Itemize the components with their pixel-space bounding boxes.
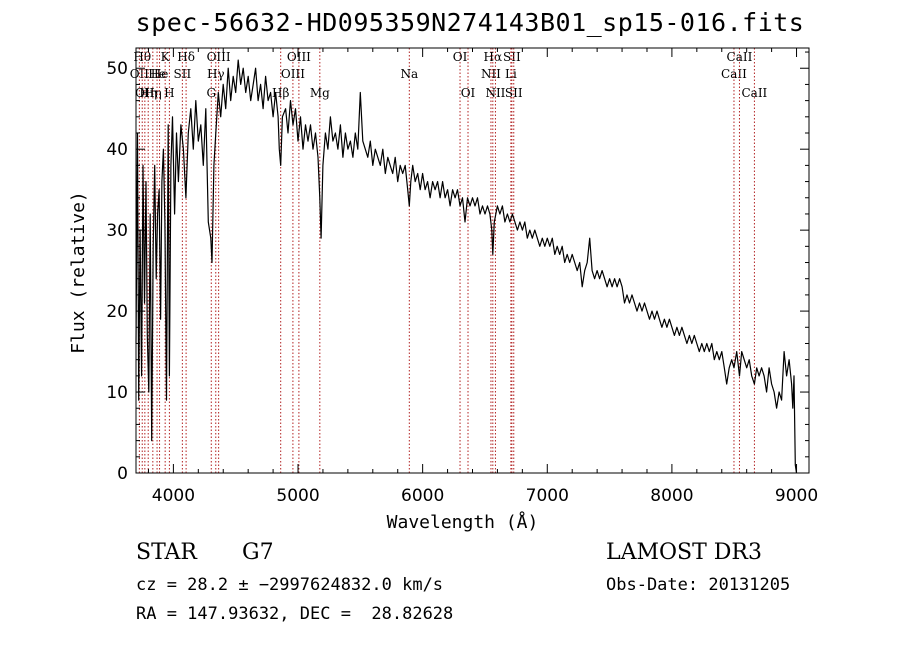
y-tick-label-0: 0 [117, 464, 128, 484]
chart-title: spec-56632-HD095359N274143B01_sp15-016.f… [135, 8, 805, 37]
line-label-21: NII [481, 67, 501, 81]
survey-name: LAMOST DR3 [606, 540, 762, 565]
line-label-22: Hα [484, 50, 503, 64]
spectrum-chart: OIIHθOIIHηHηHeHeKHSIIHδGHγOIIIHβOIIIOIII… [68, 47, 818, 533]
y-tick-label-4: 40 [106, 140, 128, 160]
line-label-24: Li [505, 67, 517, 81]
object-subclass: G7 [242, 540, 274, 565]
line-label-25: SII [503, 50, 521, 64]
line-label-7: K [161, 50, 171, 64]
line-label-10: Hδ [177, 50, 195, 64]
spectrum-line-0 [135, 59, 798, 474]
line-label-28: CaII [727, 50, 753, 64]
object-class: STAR [136, 540, 197, 565]
x-tick-label-0: 4000 [152, 486, 195, 506]
line-label-2: OII [135, 86, 155, 100]
redshift-line: cz = 28.2 ± −2997624832.0 km/s [136, 575, 444, 595]
spectrum-series [135, 59, 798, 474]
line-label-12: Hγ [207, 67, 225, 81]
observation-date: Obs-Date: 20131205 [606, 575, 791, 595]
y-tick-label-2: 20 [106, 302, 128, 322]
y-tick-label-5: 50 [106, 59, 128, 79]
line-label-27: CaII [721, 67, 747, 81]
line-label-5: He [148, 67, 166, 81]
x-axis-label: Wavelength (Å) [387, 511, 539, 533]
line-label-15: OIII [281, 67, 305, 81]
line-label-9: SII [174, 67, 192, 81]
line-label-6: He [151, 67, 169, 81]
line-label-3: Hη [139, 86, 157, 100]
line-label-19: OI [453, 50, 468, 64]
line-label-18: Na [400, 67, 418, 81]
y-tick-label-3: 30 [106, 221, 128, 241]
axes [135, 47, 810, 474]
x-tick-label-5: 9000 [775, 486, 818, 506]
axis-labels: 4000 5000 6000 7000 8000 9000 0 10 20 30 40 50 Wavel… [68, 59, 818, 533]
x-tick-label-2: 6000 [401, 486, 444, 506]
plot-frame [135, 47, 810, 474]
y-axis-label: Flux (relative) [68, 191, 89, 354]
line-label-0: OII [130, 67, 150, 81]
line-label-20: OI [461, 86, 476, 100]
emission-line-markers: OIIHθOIIHηHηHeHeKHSIIHδGHγOIIIHβOIIIOIII… [130, 48, 768, 473]
x-tick-label-4: 8000 [650, 486, 693, 506]
line-label-4: Hη [144, 86, 162, 100]
line-label-13: OIII [207, 50, 231, 64]
line-label-8: H [164, 86, 174, 100]
line-label-1: Hθ [133, 50, 151, 64]
line-label-17: Mg [310, 86, 330, 100]
line-label-23: NII [485, 86, 505, 100]
line-label-29: CaII [741, 86, 767, 100]
line-label-26: SII [505, 86, 523, 100]
coordinates-line: RA = 147.93632, DEC = 28.82628 [136, 604, 454, 624]
x-tick-label-3: 7000 [526, 486, 569, 506]
line-label-11: G [206, 86, 216, 100]
line-label-16: OIII [287, 50, 311, 64]
x-tick-label-1: 5000 [276, 486, 319, 506]
y-tick-label-1: 10 [106, 383, 128, 403]
